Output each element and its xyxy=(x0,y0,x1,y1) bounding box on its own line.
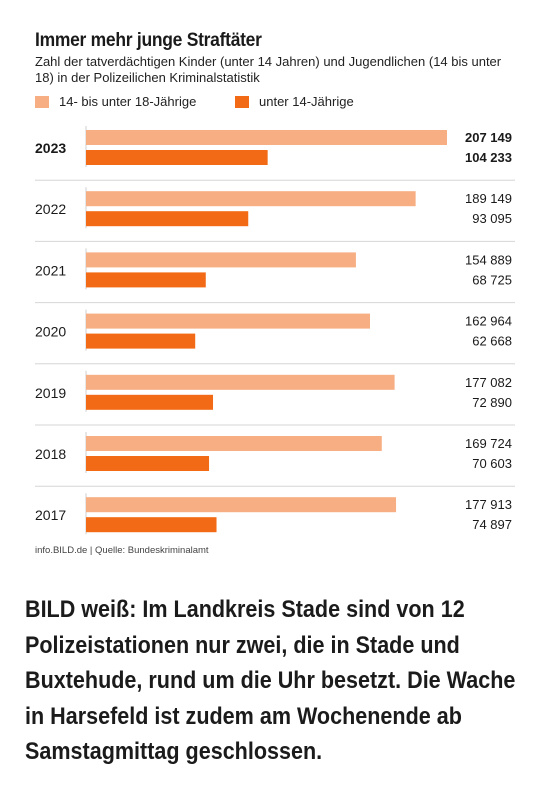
value-label: 104 233 xyxy=(465,150,512,165)
legend-label-teens: 14- bis unter 18-Jährige xyxy=(59,94,197,109)
value-label: 93 095 xyxy=(472,211,512,226)
bar-teens-2021 xyxy=(86,252,356,268)
bar-teens-2017 xyxy=(86,497,397,513)
year-label: 2019 xyxy=(35,385,66,401)
value-label: 70 603 xyxy=(472,456,512,471)
bar-children-2018 xyxy=(86,456,210,471)
bar-chart: 2023 207 149 104 233 2022 189 149 93 095 2021 1… xyxy=(35,126,515,535)
bar-children-2023 xyxy=(86,150,268,165)
chart-title: Immer mehr junge Straftäter xyxy=(35,30,262,51)
year-label: 2018 xyxy=(35,446,66,462)
value-label: 74 897 xyxy=(472,517,512,532)
legend-label-children: unter 14-Jährige xyxy=(259,94,354,109)
bar-children-2017 xyxy=(86,517,217,533)
value-label: 68 725 xyxy=(472,272,512,287)
year-label: 2017 xyxy=(35,507,66,523)
article-paragraph: BILD weiß: Im Landkreis Stade sind von 1… xyxy=(25,596,516,765)
value-label: 72 890 xyxy=(472,395,512,410)
bar-children-2021 xyxy=(86,272,206,288)
year-label: 2020 xyxy=(35,324,66,340)
value-label: 207 149 xyxy=(465,130,512,145)
value-label: 162 964 xyxy=(465,314,512,329)
year-label: 2022 xyxy=(35,201,66,217)
legend-swatch-children xyxy=(235,96,249,108)
bar-teens-2022 xyxy=(86,191,416,207)
bar-children-2020 xyxy=(86,333,196,349)
legend-swatch-teens xyxy=(35,96,49,108)
infographic-card xyxy=(21,18,531,568)
bar-teens-2020 xyxy=(86,313,370,329)
bar-children-2019 xyxy=(86,394,214,410)
value-label: 62 668 xyxy=(472,334,512,349)
bar-teens-2023 xyxy=(86,130,447,145)
chart-subtitle: Zahl der tatverdächtigen Kinder (unter 1… xyxy=(35,54,502,85)
value-label: 189 149 xyxy=(465,191,512,206)
value-label: 177 913 xyxy=(465,497,512,512)
value-label: 177 082 xyxy=(465,375,512,390)
bar-teens-2018 xyxy=(86,436,382,451)
value-label: 169 724 xyxy=(465,436,512,451)
value-label: 154 889 xyxy=(465,252,512,267)
bar-teens-2019 xyxy=(86,374,395,390)
year-label: 2023 xyxy=(35,140,66,156)
chart-source: info.BILD.de | Quelle: Bundeskriminalamt xyxy=(35,545,209,556)
bar-children-2022 xyxy=(86,211,249,227)
year-label: 2021 xyxy=(35,262,66,278)
